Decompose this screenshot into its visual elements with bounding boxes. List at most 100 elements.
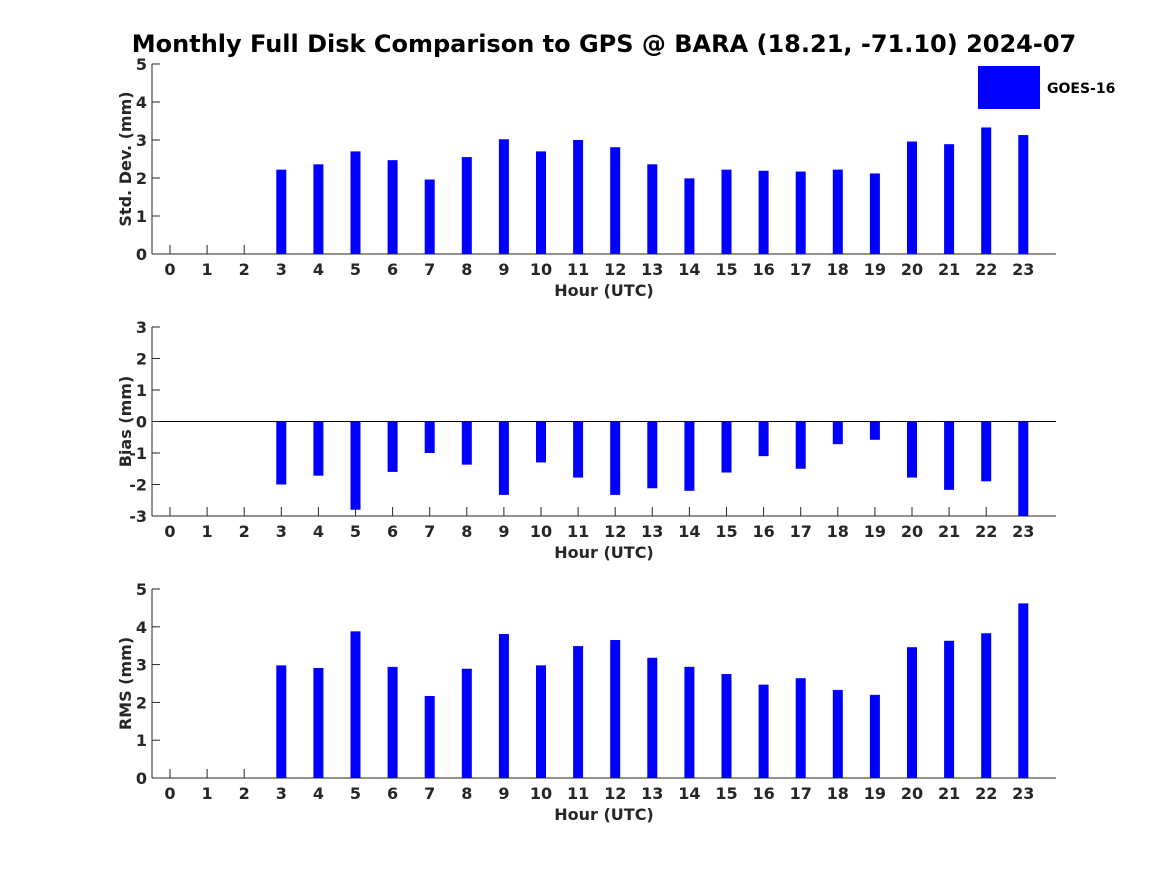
bar-hour-20 — [907, 141, 917, 254]
x-tick-label: 5 — [350, 260, 361, 279]
bar-hour-10 — [536, 421, 546, 463]
x-axis-label: Hour (UTC) — [554, 543, 654, 562]
bar-hour-3 — [276, 665, 287, 778]
x-tick-label: 19 — [864, 522, 886, 541]
y-axis-label: Bias (mm) — [116, 376, 135, 468]
bar-hour-22 — [981, 633, 992, 778]
bar-hour-6 — [387, 421, 398, 472]
bar-hour-10 — [536, 665, 546, 778]
bar-hour-13 — [647, 657, 658, 778]
bar-hour-21 — [944, 421, 955, 490]
x-tick-label: 14 — [678, 784, 700, 803]
y-tick-label: -2 — [129, 476, 147, 495]
x-tick-label: 12 — [604, 260, 626, 279]
bar-hour-11 — [573, 646, 584, 778]
bar-hour-5 — [350, 631, 361, 778]
y-tick-label: 3 — [136, 131, 147, 150]
x-tick-label: 2 — [239, 260, 250, 279]
x-tick-label: 9 — [498, 522, 509, 541]
bar-hour-19 — [869, 694, 880, 778]
y-tick-label: 0 — [136, 769, 147, 788]
x-tick-label: 5 — [350, 522, 361, 541]
bar-hour-11 — [573, 421, 584, 478]
y-tick-label: 2 — [136, 350, 147, 369]
bar-hour-9 — [498, 421, 509, 495]
legend: GOES-16 — [978, 66, 1115, 109]
bar-hour-14 — [684, 421, 695, 491]
x-tick-label: 7 — [424, 522, 435, 541]
bar-hour-10 — [536, 151, 546, 254]
bar-hour-8 — [461, 421, 472, 465]
bar-hour-23 — [1018, 603, 1029, 778]
bar-hour-22 — [981, 127, 992, 254]
x-tick-label: 3 — [276, 522, 287, 541]
bar-hour-15 — [721, 169, 732, 254]
x-tick-label: 19 — [864, 784, 886, 803]
x-tick-label: 21 — [938, 522, 960, 541]
bar-hour-3 — [276, 169, 287, 254]
y-tick-label: 5 — [136, 55, 147, 74]
x-tick-label: 15 — [715, 522, 737, 541]
x-tick-label: 23 — [1012, 260, 1034, 279]
bar-hour-7 — [424, 179, 435, 254]
x-tick-label: 17 — [790, 784, 812, 803]
bar-hour-17 — [795, 171, 806, 254]
y-tick-label: 1 — [136, 731, 147, 750]
y-tick-label: 2 — [136, 169, 147, 188]
legend-swatch — [978, 66, 1040, 109]
x-tick-label: 3 — [276, 784, 287, 803]
x-tick-label: 22 — [975, 260, 997, 279]
x-tick-label: 1 — [202, 784, 213, 803]
x-tick-label: 7 — [424, 784, 435, 803]
x-tick-label: 16 — [752, 522, 774, 541]
x-tick-label: 11 — [567, 784, 589, 803]
x-axis-label: Hour (UTC) — [554, 805, 654, 824]
bar-hour-9 — [498, 633, 509, 778]
x-tick-label: 9 — [498, 784, 509, 803]
x-tick-label: 16 — [752, 260, 774, 279]
y-tick-label: 5 — [136, 580, 147, 599]
bar-hour-12 — [610, 640, 621, 778]
bar-hour-17 — [795, 421, 806, 469]
x-tick-label: 20 — [901, 522, 923, 541]
x-tick-label: 12 — [604, 522, 626, 541]
x-tick-label: 10 — [530, 522, 552, 541]
x-tick-label: 21 — [938, 784, 960, 803]
x-tick-label: 18 — [827, 784, 849, 803]
bar-hour-14 — [684, 178, 695, 254]
x-tick-label: 11 — [567, 522, 589, 541]
bar-hour-20 — [907, 421, 917, 478]
x-tick-label: 16 — [752, 784, 774, 803]
bar-hour-23 — [1018, 135, 1029, 254]
bar-hour-9 — [498, 139, 509, 254]
x-tick-label: 6 — [387, 522, 398, 541]
x-tick-label: 0 — [164, 784, 175, 803]
bar-hour-16 — [758, 421, 769, 457]
bar-hour-15 — [721, 674, 732, 778]
x-tick-label: 22 — [975, 784, 997, 803]
x-tick-label: 20 — [901, 260, 923, 279]
x-tick-label: 14 — [678, 522, 700, 541]
x-tick-label: 22 — [975, 522, 997, 541]
y-axis-label: Std. Dev. (mm) — [116, 91, 135, 226]
y-tick-label: 2 — [136, 693, 147, 712]
y-tick-label: 1 — [136, 207, 147, 226]
x-tick-label: 8 — [461, 522, 472, 541]
bar-hour-6 — [387, 666, 398, 778]
bar-hour-16 — [758, 170, 769, 254]
x-tick-label: 21 — [938, 260, 960, 279]
x-tick-label: 10 — [530, 260, 552, 279]
bar-hour-18 — [832, 169, 843, 254]
x-tick-label: 9 — [498, 260, 509, 279]
x-tick-label: 20 — [901, 784, 923, 803]
y-tick-label: 3 — [136, 656, 147, 675]
y-tick-label: -1 — [129, 444, 147, 463]
legend-label: GOES-16 — [1047, 81, 1115, 97]
x-tick-label: 13 — [641, 784, 663, 803]
x-tick-label: 1 — [202, 522, 213, 541]
x-tick-label: 18 — [827, 260, 849, 279]
